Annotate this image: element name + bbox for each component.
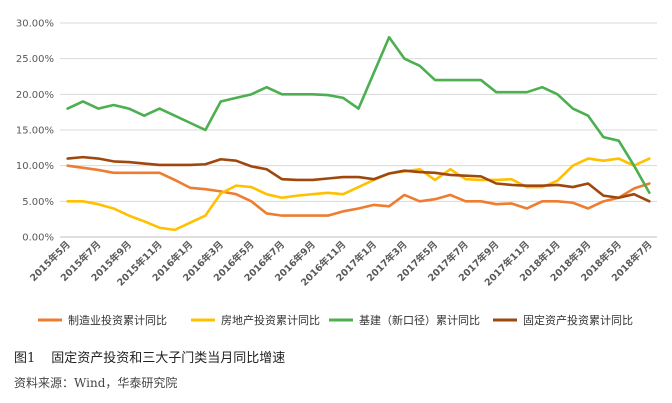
source-note: 资料来源：Wind，华泰研究院 <box>14 376 178 390</box>
figure-caption: 图1 固定资产投资和三大子门类当月同比增速 <box>14 347 285 366</box>
x-axis-ticks: 2015年5月2015年7月2015年9月2015年11月2016年1月2016… <box>27 239 654 289</box>
series-line <box>66 157 651 232</box>
series-line <box>66 164 651 217</box>
legend-label: 房地产投资累计同比 <box>221 313 320 327</box>
line-chart: 0.00% 5.00% 10.00% 15.00% 20.00% 25.00% 30.00%… <box>16 19 657 327</box>
y-tick-label: 30.00% <box>16 19 54 30</box>
y-tick-label: 5.00% <box>22 197 54 208</box>
y-tick-label: 10.00% <box>16 161 54 172</box>
y-tick-label: 20.00% <box>16 90 54 101</box>
legend: 制造业投资累计同比 房地产投资累计同比 基建（新口径）累计同比 固定资产投资累计同比 <box>38 313 633 327</box>
y-tick-label: 0.00% <box>22 233 54 244</box>
legend-label: 固定资产投资累计同比 <box>523 313 633 327</box>
series-line <box>66 155 651 203</box>
y-axis-ticks: 0.00% 5.00% 10.00% 15.00% 20.00% 25.00% 30.00% <box>16 19 54 244</box>
y-tick-label: 15.00% <box>16 126 54 137</box>
y-tick-label: 25.00% <box>16 54 54 65</box>
figure-number: 图1 <box>14 351 36 366</box>
legend-label: 基建（新口径）累计同比 <box>359 313 480 327</box>
figure-title: 固定资产投资和三大子门类当月同比增速 <box>51 351 286 366</box>
legend-label: 制造业投资累计同比 <box>68 313 167 327</box>
series-line <box>66 35 651 195</box>
gridlines <box>60 22 657 238</box>
series-lines <box>66 35 651 232</box>
